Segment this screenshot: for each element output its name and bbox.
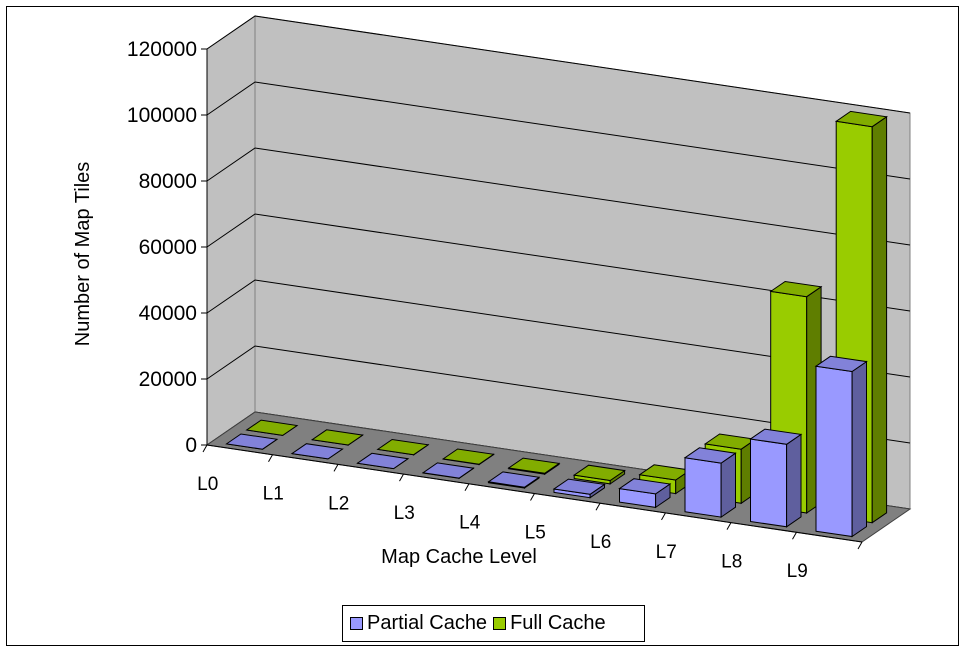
bar-face <box>871 115 888 524</box>
bar-face <box>769 280 823 298</box>
gridline <box>206 147 911 246</box>
bar-partial-L4 <box>487 471 541 489</box>
bar-partial-L7 <box>683 447 737 519</box>
x-tick <box>792 532 797 540</box>
y-tick-label: 40000 <box>139 302 197 325</box>
bar-face <box>507 457 561 474</box>
x-tick <box>857 541 863 550</box>
x-tick <box>595 502 601 511</box>
gridline <box>206 81 911 180</box>
x-tick <box>530 493 535 501</box>
bar-face <box>815 365 853 538</box>
y-axis-title: Number of Map Tiles <box>72 162 94 347</box>
x-tick <box>202 444 208 453</box>
bar-full-L4 <box>507 457 561 476</box>
bar-face <box>750 438 788 528</box>
x-tick <box>399 473 404 482</box>
x-tick <box>464 483 470 492</box>
bar-full-L1 <box>310 429 364 447</box>
bar-face <box>310 429 364 446</box>
bar-face <box>441 448 495 465</box>
bar-partial-L6 <box>618 478 672 509</box>
legend-swatch-partial <box>350 617 363 630</box>
gridline <box>206 15 911 114</box>
bar-face <box>749 428 803 445</box>
y-tick-label: 60000 <box>139 236 197 259</box>
x-tick-label: L3 <box>394 503 415 524</box>
bar-face <box>376 438 430 456</box>
x-tick-label: L7 <box>656 542 677 563</box>
x-tick-label: L4 <box>459 513 481 534</box>
bar-face <box>683 447 737 464</box>
x-tick <box>726 522 732 530</box>
y-tick-label: 20000 <box>139 368 197 391</box>
bar-partial-L9 <box>814 355 868 538</box>
y-tick-label: 0 <box>185 434 197 457</box>
bar-full-L3 <box>441 448 495 466</box>
bar-face <box>356 452 410 470</box>
bar-face <box>290 443 344 460</box>
x-tick-label: L5 <box>525 522 546 543</box>
bar-face <box>421 462 475 479</box>
bar-partial-L8 <box>749 428 803 528</box>
gridline <box>206 345 911 444</box>
y-tick-label: 120000 <box>127 38 197 61</box>
bar-face <box>834 110 888 128</box>
chart-frame: 0 20000 40000 60000 80000 100000 120000 L0 L1 L2 L… <box>6 6 959 646</box>
y-tick-label: 100000 <box>127 104 197 127</box>
x-tick-label: L8 <box>721 551 742 572</box>
x-tick-label: L2 <box>328 493 349 514</box>
bar-face <box>487 471 541 488</box>
x-tick <box>661 512 666 521</box>
legend-label-full: Full Cache <box>510 612 606 634</box>
chart-plot: 0 20000 40000 60000 80000 100000 120000 L0 L1 L2 L… <box>72 15 912 582</box>
legend-item-full: Full Cache <box>493 612 606 635</box>
bar-full-L0 <box>245 419 299 436</box>
bar-face <box>225 433 279 450</box>
bar-face <box>572 464 626 482</box>
bar-face <box>851 360 867 538</box>
bar-full-L5 <box>572 464 626 485</box>
x-tick-label: L9 <box>787 561 808 582</box>
gridline <box>206 279 911 378</box>
x-tick-label: L6 <box>590 532 611 553</box>
bar-face <box>618 478 672 495</box>
y-tick-label: 80000 <box>139 170 197 193</box>
legend-swatch-full <box>493 617 507 630</box>
bar-face <box>552 478 606 495</box>
x-tick <box>268 454 273 462</box>
x-tick-label: L1 <box>263 484 284 505</box>
bar-face <box>720 452 736 519</box>
bar-partial-L5 <box>552 478 606 499</box>
x-tick <box>333 464 339 472</box>
bar-face <box>245 419 299 436</box>
bar-face <box>786 433 802 528</box>
legend-item-partial: Partial Cache <box>350 612 487 635</box>
x-axis-title: Map Cache Level <box>381 546 537 568</box>
gridline <box>206 213 911 312</box>
x-tick-label: L0 <box>197 474 218 495</box>
bar-partial-L3 <box>421 462 475 480</box>
bar-face <box>684 457 722 518</box>
bar-partial-L2 <box>356 452 410 470</box>
legend-label-partial: Partial Cache <box>367 612 488 634</box>
legend: Partial Cache Full Cache <box>342 605 645 642</box>
bar-face <box>814 355 868 373</box>
bar-partial-L1 <box>290 443 344 460</box>
bar-full-L2 <box>376 438 430 456</box>
bar-partial-L0 <box>225 433 279 450</box>
